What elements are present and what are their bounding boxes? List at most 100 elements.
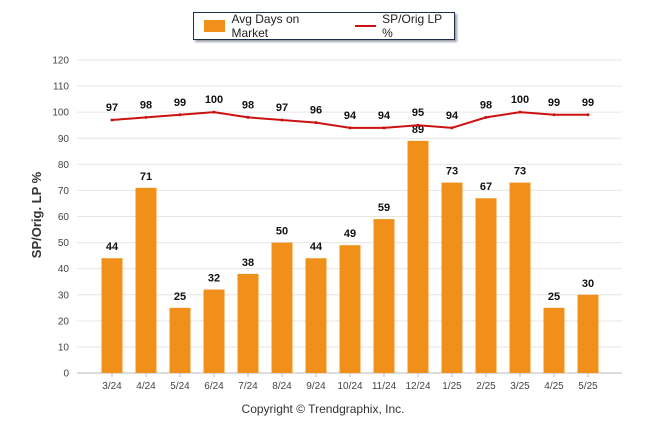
line-data-label: 97 xyxy=(106,102,118,114)
legend-label-bar: Avg Days on Market xyxy=(231,12,300,40)
y-tick-label: 40 xyxy=(58,264,70,275)
y-tick-label: 10 xyxy=(58,342,70,353)
legend-swatch-line xyxy=(354,25,377,27)
y-axis-label: SP/Orig. LP % xyxy=(29,171,44,258)
line-data-label: 100 xyxy=(205,94,223,106)
x-tick-label: 1/25 xyxy=(442,381,462,392)
x-tick-label: 5/24 xyxy=(170,381,190,392)
bar-data-label: 44 xyxy=(106,241,119,253)
y-tick-label: 70 xyxy=(58,186,70,197)
bar-data-labels: 44 71 25 32 38 50 44 49 59 89 73 67 73 25 30 xyxy=(106,124,594,303)
line-data-label: 98 xyxy=(140,99,152,111)
legend-item-line[interactable]: SP/Orig LP % xyxy=(337,12,454,40)
bar[interactable] xyxy=(339,245,361,373)
line-data-label: 99 xyxy=(174,97,186,109)
bar-data-label: 59 xyxy=(378,202,390,214)
x-tick-label: 5/25 xyxy=(578,381,598,392)
bar[interactable] xyxy=(135,187,157,373)
bar[interactable] xyxy=(407,140,429,373)
y-tick-label: 60 xyxy=(58,212,70,223)
x-tick-label: 4/25 xyxy=(544,381,564,392)
bar[interactable] xyxy=(237,273,259,373)
bar-data-label: 89 xyxy=(412,124,424,136)
line-data-label: 98 xyxy=(480,99,492,111)
bar-data-label: 44 xyxy=(310,241,323,253)
bar-data-label: 32 xyxy=(208,273,220,285)
bar[interactable] xyxy=(271,242,293,373)
y-tick-label: 120 xyxy=(52,56,69,67)
line-point[interactable] xyxy=(552,113,556,117)
x-axis-ticks: 3/24 4/24 5/24 6/24 7/24 8/24 9/24 10/24 11/24 12… xyxy=(102,373,598,392)
bar[interactable] xyxy=(577,294,599,373)
bar-data-label: 50 xyxy=(276,226,288,238)
bar[interactable] xyxy=(305,258,327,373)
line-point[interactable] xyxy=(314,121,318,125)
legend-swatch-bar xyxy=(204,20,226,32)
line-data-label: 97 xyxy=(276,102,288,114)
bar-data-label: 71 xyxy=(140,171,152,183)
bar-data-label: 73 xyxy=(446,166,458,178)
bar-data-label: 30 xyxy=(582,278,594,290)
line-point[interactable] xyxy=(144,115,148,119)
line-point[interactable] xyxy=(212,110,216,114)
line-data-label: 94 xyxy=(344,110,357,122)
bar-data-label: 25 xyxy=(548,291,560,303)
x-tick-label: 3/25 xyxy=(510,381,530,392)
y-axis-ticks: 0 10 20 30 40 50 60 70 80 90 100 110 120 xyxy=(52,56,69,380)
y-tick-label: 110 xyxy=(53,82,69,93)
y-tick-label: 50 xyxy=(58,238,70,249)
bar[interactable] xyxy=(203,289,225,373)
line-point[interactable] xyxy=(518,110,522,114)
x-tick-label: 4/24 xyxy=(136,381,156,392)
bar[interactable] xyxy=(509,182,531,373)
line-point[interactable] xyxy=(382,126,386,130)
bar[interactable] xyxy=(441,182,463,373)
line-point[interactable] xyxy=(178,113,182,117)
bar-data-label: 73 xyxy=(514,166,526,178)
legend-item-bar[interactable]: Avg Days on Market xyxy=(194,12,337,40)
line-point[interactable] xyxy=(484,115,488,119)
x-tick-label: 3/24 xyxy=(102,381,122,392)
line-data-label: 99 xyxy=(582,97,594,109)
line-data-label: 94 xyxy=(446,110,459,122)
line-data-label: 99 xyxy=(548,97,560,109)
line-point[interactable] xyxy=(348,126,352,130)
legend: Avg Days on Market SP/Orig LP % xyxy=(193,12,455,40)
line-data-labels: 97 98 99 100 98 97 96 94 94 95 94 98 100 99 99 xyxy=(106,94,594,122)
line-point[interactable] xyxy=(586,113,590,117)
x-tick-label: 8/24 xyxy=(272,381,292,392)
x-tick-label: 6/24 xyxy=(204,381,224,392)
x-tick-label: 7/24 xyxy=(238,381,258,392)
x-tick-label: 2/25 xyxy=(476,381,496,392)
bar[interactable] xyxy=(169,307,191,373)
line-data-label: 95 xyxy=(412,107,424,119)
x-tick-label: 11/24 xyxy=(372,381,397,392)
y-tick-label: 100 xyxy=(52,108,69,119)
x-tick-label: 9/24 xyxy=(306,381,326,392)
y-tick-label: 0 xyxy=(63,369,69,380)
bars xyxy=(101,140,599,373)
line-point[interactable] xyxy=(246,115,250,119)
x-tick-label: 12/24 xyxy=(405,381,430,392)
bar-data-label: 38 xyxy=(242,257,254,269)
bar[interactable] xyxy=(101,258,123,373)
line-point[interactable] xyxy=(280,118,284,122)
line-data-label: 100 xyxy=(511,94,529,106)
y-tick-label: 20 xyxy=(58,316,70,327)
bar-data-label: 25 xyxy=(174,291,186,303)
y-tick-label: 30 xyxy=(58,290,70,301)
bar[interactable] xyxy=(543,307,565,373)
line-data-label: 94 xyxy=(378,110,391,122)
line-point[interactable] xyxy=(110,118,114,122)
line-point[interactable] xyxy=(450,126,454,130)
line-point[interactable] xyxy=(416,123,420,127)
line-data-label: 96 xyxy=(310,105,322,117)
bar-data-label: 67 xyxy=(480,181,492,193)
x-tick-label: 10/24 xyxy=(337,381,362,392)
line-data-label: 98 xyxy=(242,99,254,111)
legend-label-line: SP/Orig LP % xyxy=(382,12,442,40)
bar-data-label: 49 xyxy=(344,228,356,240)
bar[interactable] xyxy=(475,198,497,373)
bar[interactable] xyxy=(373,219,395,373)
